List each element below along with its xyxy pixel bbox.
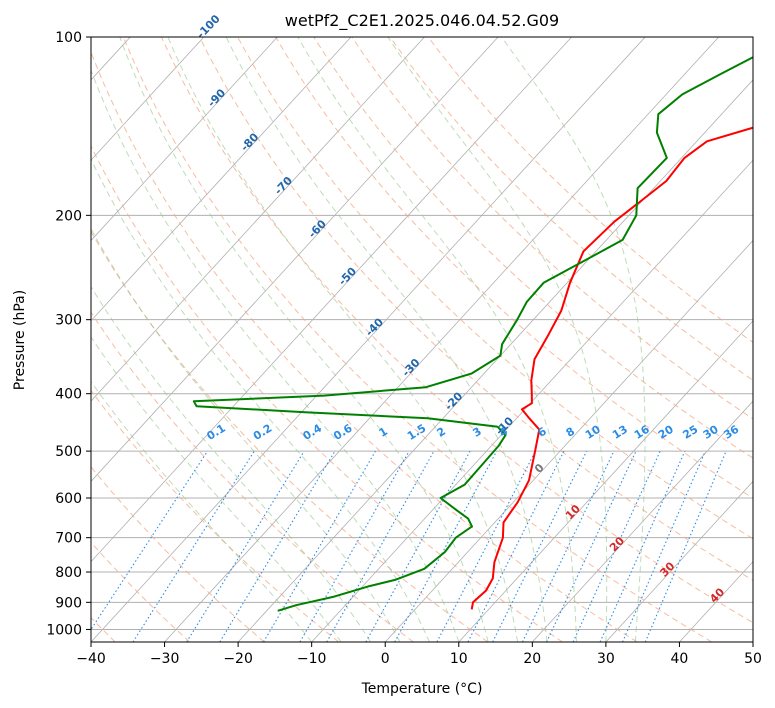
isotherm-line <box>91 37 278 242</box>
x-tick-label: 20 <box>523 651 541 667</box>
mixing-ratio-line <box>365 450 471 642</box>
y-tick-label: 200 <box>55 208 82 224</box>
mixing-ratio-line <box>622 450 706 642</box>
mixing-ratio-line <box>219 450 336 642</box>
moist-adiabat <box>91 380 313 642</box>
isotherm-line <box>164 37 720 642</box>
y-tick-label: 900 <box>55 595 82 611</box>
isotherm-line <box>458 320 753 642</box>
moist-adiabat <box>91 285 371 642</box>
isotherm-line <box>91 37 425 402</box>
dry-adiabat <box>91 230 489 642</box>
mixing-ratio-line <box>644 450 727 642</box>
dry-adiabat <box>160 37 753 624</box>
isotherm-line <box>91 37 499 482</box>
y-tick-label: 700 <box>55 531 82 547</box>
isotherm-line <box>91 37 352 322</box>
axes: −40 −30 −20 −10 0 10 20 30 40 50 100 200 300 400 500 60… <box>46 30 762 667</box>
y-tick-label: 100 <box>55 30 82 46</box>
plot-frame <box>90 36 754 643</box>
dry-adiabat <box>275 37 753 499</box>
x-tick-label: 10 <box>450 651 468 667</box>
dry-adiabat <box>91 144 563 642</box>
y-tick-label: 500 <box>55 444 82 460</box>
mixing-ratio-line <box>186 450 305 642</box>
x-tick-label: −30 <box>150 651 180 667</box>
mixing-ratio-line <box>299 450 410 642</box>
mixing-ratio-line <box>546 450 637 642</box>
x-tick-label: −10 <box>297 651 327 667</box>
sounding-profiles <box>192 56 753 612</box>
temperature-profile <box>470 126 753 610</box>
moist-adiabat <box>387 37 608 642</box>
moist-adiabat <box>91 336 342 642</box>
y-tick-label: 300 <box>55 313 82 329</box>
moist-adiabat <box>225 37 548 642</box>
dry-adiabat <box>91 311 414 642</box>
y-tick-label: 1000 <box>46 622 82 638</box>
isotherm-line <box>384 239 753 642</box>
x-tick-label: −40 <box>76 651 106 667</box>
x-tick-label: −20 <box>223 651 253 667</box>
x-axis-label: Temperature (°C) <box>361 681 483 697</box>
dry-adiabat <box>199 37 753 581</box>
moist-adiabat <box>91 157 430 642</box>
y-tick-label: 600 <box>55 491 82 507</box>
mixing-ratio-line <box>521 450 615 642</box>
dry-adiabat <box>351 37 753 420</box>
isotherm-line <box>237 79 753 642</box>
isotherm-line <box>605 480 753 642</box>
isotherm-line <box>532 400 753 642</box>
mixing-ratio-line <box>572 450 661 642</box>
dewpoint-profile <box>192 56 753 612</box>
x-tick-label: 40 <box>670 651 688 667</box>
moist-adiabat <box>500 37 646 642</box>
mixing-ratio-line <box>599 450 686 642</box>
mixing-ratio-line <box>132 450 255 642</box>
reference-lines <box>91 37 753 642</box>
x-tick-label: 50 <box>744 651 762 667</box>
isotherm-line <box>91 37 205 161</box>
y-tick-label: 800 <box>55 565 82 581</box>
dry-adiabat <box>122 37 713 642</box>
x-tick-label: 30 <box>597 651 615 667</box>
isotherm-line <box>91 37 572 563</box>
mixing-ratio-line <box>326 450 435 642</box>
mixing-ratio-line <box>394 450 498 642</box>
dry-adiabat <box>389 37 753 381</box>
chart-title: wetPf2_C2E1.2025.046.04.52.G09 <box>285 11 559 31</box>
moist-adiabat <box>167 37 519 642</box>
y-axis-label: Pressure (hPa) <box>12 290 28 390</box>
x-tick-label: 0 <box>381 651 390 667</box>
dry-adiabat <box>91 50 638 642</box>
mixing-ratio-line <box>492 450 588 642</box>
dry-adiabat <box>313 37 753 459</box>
moist-adiabat <box>91 68 460 642</box>
moist-adiabat <box>91 227 401 642</box>
moist-adiabat <box>297 37 577 642</box>
y-tick-label: 400 <box>55 387 82 403</box>
